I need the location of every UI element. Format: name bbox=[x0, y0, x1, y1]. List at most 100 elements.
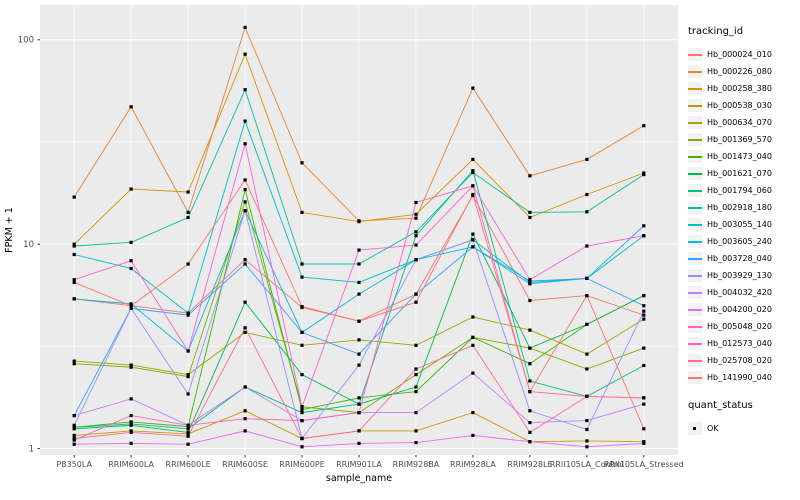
data-point bbox=[357, 280, 361, 284]
legend-item: Hb_000226_080 bbox=[688, 63, 798, 80]
legend-title-quant-status: quant_status bbox=[688, 400, 753, 411]
data-point bbox=[129, 397, 133, 401]
legend-line-icon bbox=[688, 190, 702, 192]
data-point bbox=[585, 322, 589, 326]
data-point bbox=[186, 313, 190, 317]
data-point bbox=[642, 309, 646, 313]
legend-line-icon bbox=[688, 173, 702, 175]
data-point bbox=[72, 425, 76, 429]
legend-label: Hb_000634_070 bbox=[707, 118, 772, 127]
x-tick-label: RRIM901LA bbox=[336, 460, 382, 469]
legend-item-ok: OK bbox=[688, 420, 798, 437]
data-point bbox=[585, 210, 589, 214]
data-point bbox=[642, 173, 646, 177]
data-point bbox=[471, 86, 475, 90]
legend-item: Hb_000024_010 bbox=[688, 46, 798, 63]
legend-line-icon bbox=[688, 207, 702, 209]
legend-line-icon bbox=[688, 54, 702, 56]
legend-key bbox=[688, 354, 702, 367]
data-point bbox=[585, 276, 589, 280]
data-point bbox=[300, 210, 304, 214]
data-point bbox=[243, 385, 247, 389]
data-point bbox=[642, 440, 646, 444]
data-point bbox=[642, 396, 646, 400]
data-point bbox=[300, 275, 304, 279]
x-tick-label: RRIM600PE bbox=[279, 460, 325, 469]
data-point bbox=[72, 442, 76, 446]
data-point bbox=[186, 349, 190, 353]
x-tick-label: RRIM600LA bbox=[108, 460, 154, 469]
data-point bbox=[585, 419, 589, 423]
data-point bbox=[642, 346, 646, 350]
data-point bbox=[129, 365, 133, 369]
data-point bbox=[528, 282, 532, 286]
data-point bbox=[414, 343, 418, 347]
data-point bbox=[243, 142, 247, 146]
data-point bbox=[414, 429, 418, 433]
legend-key bbox=[688, 65, 702, 78]
legend-key bbox=[688, 116, 702, 129]
legend-key bbox=[688, 303, 702, 316]
legend-line-icon bbox=[688, 258, 702, 260]
legend-label: Hb_141990_040 bbox=[707, 373, 772, 382]
legend-item: Hb_001621_070 bbox=[688, 165, 798, 182]
legend-item: Hb_025708_020 bbox=[688, 352, 798, 369]
data-point bbox=[72, 414, 76, 418]
data-point bbox=[471, 238, 475, 242]
data-point bbox=[357, 441, 361, 445]
data-point bbox=[72, 433, 76, 437]
x-tick-label: RRII105LA_Control bbox=[550, 460, 624, 469]
data-point bbox=[186, 262, 190, 266]
legend-key bbox=[688, 150, 702, 163]
data-point bbox=[471, 169, 475, 173]
data-point bbox=[129, 441, 133, 445]
legend-line-icon bbox=[688, 139, 702, 141]
legend-label: OK bbox=[707, 424, 719, 433]
data-point bbox=[642, 441, 646, 445]
data-point bbox=[186, 423, 190, 427]
legend-line-icon bbox=[688, 156, 702, 158]
data-point bbox=[186, 190, 190, 194]
legend-title-tracking-id: tracking_id bbox=[688, 26, 744, 37]
x-tick-label: RRIM928LE bbox=[507, 460, 552, 469]
x-tick-label: RRIM928LA bbox=[450, 460, 496, 469]
legend-item: Hb_001794_060 bbox=[688, 182, 798, 199]
data-point bbox=[357, 363, 361, 367]
data-point bbox=[585, 445, 589, 449]
data-point bbox=[357, 429, 361, 433]
data-point bbox=[357, 248, 361, 252]
data-point bbox=[243, 330, 247, 334]
data-point bbox=[357, 396, 361, 400]
data-point bbox=[129, 430, 133, 434]
data-point bbox=[414, 300, 418, 304]
legend-item: Hb_003605_240 bbox=[688, 233, 798, 250]
legend-label: Hb_001621_070 bbox=[707, 169, 772, 178]
data-point bbox=[243, 119, 247, 123]
data-point bbox=[129, 266, 133, 271]
legend-item: Hb_000258_380 bbox=[688, 80, 798, 97]
legend-label: Hb_000538_030 bbox=[707, 101, 772, 110]
legend-line-icon bbox=[688, 292, 702, 294]
data-point bbox=[186, 215, 190, 220]
legend-key bbox=[688, 269, 702, 282]
data-point bbox=[471, 232, 475, 236]
legend-key bbox=[688, 218, 702, 231]
legend-label: Hb_005048_020 bbox=[707, 322, 772, 331]
data-point bbox=[300, 405, 304, 409]
data-point bbox=[414, 390, 418, 394]
x-tick-label: RRIM928BA bbox=[393, 460, 440, 469]
legend-label: Hb_003055_140 bbox=[707, 220, 772, 229]
legend-key bbox=[688, 371, 702, 384]
legend-key bbox=[688, 184, 702, 197]
data-point bbox=[471, 315, 475, 319]
data-point bbox=[243, 200, 247, 204]
legend-item: Hb_004032_420 bbox=[688, 284, 798, 301]
data-point bbox=[585, 439, 589, 443]
data-point bbox=[642, 402, 646, 406]
legend-line-icon bbox=[688, 88, 702, 90]
legend-label: Hb_000024_010 bbox=[707, 50, 772, 59]
legend-line-icon bbox=[688, 343, 702, 345]
y-axis-title: FPKM + 1 bbox=[4, 207, 15, 253]
data-point bbox=[72, 242, 76, 246]
